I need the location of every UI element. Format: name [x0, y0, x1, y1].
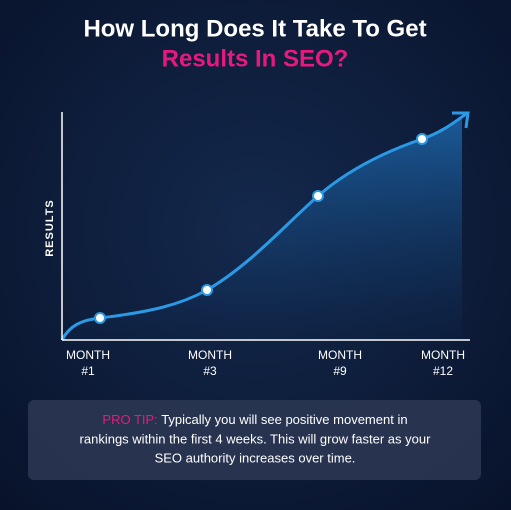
x-label: MONTH	[318, 348, 362, 362]
x-labels: MONTH #1 MONTH #3 MONTH #9 MONTH #12	[66, 348, 465, 378]
tip-line: SEO authority increases over time.	[155, 450, 356, 465]
title-line: How Long Does It Take To Get	[83, 15, 426, 42]
curve-area	[62, 118, 462, 340]
x-label: MONTH	[66, 348, 110, 362]
x-label: MONTH	[188, 348, 232, 362]
milestone-dot	[312, 190, 324, 202]
title-line: Results In SEO?	[162, 45, 349, 72]
x-label: #1	[81, 364, 95, 378]
y-axis-label: RESULTS	[44, 199, 56, 257]
milestone-dot	[94, 312, 106, 324]
tip-label: PRO TIP:	[102, 412, 157, 427]
tip-text: PRO TIP: Typically you will see positive…	[102, 412, 407, 427]
arrow-head	[452, 111, 470, 129]
tip-box	[28, 400, 481, 480]
x-label: MONTH	[421, 348, 465, 362]
x-label: #12	[433, 364, 453, 378]
x-label: #3	[203, 364, 217, 378]
x-label: #9	[333, 364, 347, 378]
tip-line: Typically you will see positive movement…	[161, 412, 407, 427]
milestone-dot	[416, 133, 428, 145]
tip-line: rankings within the first 4 weeks. This …	[80, 431, 432, 446]
milestone-dot	[201, 284, 213, 296]
